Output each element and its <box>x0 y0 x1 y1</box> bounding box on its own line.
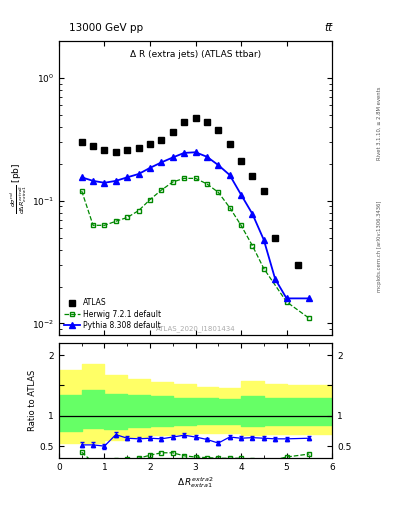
ATLAS <box>239 158 243 164</box>
ATLAS <box>171 130 175 136</box>
Pythia 8.308 default <box>193 149 198 155</box>
Text: mcplots.cern.ch [arXiv:1306.3436]: mcplots.cern.ch [arXiv:1306.3436] <box>377 200 382 291</box>
Herwig 7.2.1 default <box>307 315 312 322</box>
Herwig 7.2.1 default <box>239 222 243 228</box>
Y-axis label: $\frac{d\sigma^{nd}}{d\Delta R_{extra1}^{extra2}}$ [pb]: $\frac{d\sigma^{nd}}{d\Delta R_{extra1}^… <box>9 162 29 214</box>
Legend: ATLAS, Herwig 7.2.1 default, Pythia 8.308 default: ATLAS, Herwig 7.2.1 default, Pythia 8.30… <box>63 297 162 332</box>
Herwig 7.2.1 default <box>159 187 164 193</box>
ATLAS <box>79 139 84 145</box>
ATLAS <box>125 146 130 153</box>
Pythia 8.308 default <box>159 159 164 165</box>
Pythia 8.308 default <box>148 165 152 171</box>
Text: ATLAS_2020_I1801434: ATLAS_2020_I1801434 <box>156 326 235 332</box>
ATLAS <box>296 262 300 268</box>
ATLAS <box>250 173 255 179</box>
ATLAS <box>136 145 141 151</box>
Pythia 8.308 default <box>102 180 107 186</box>
Line: Herwig 7.2.1 default: Herwig 7.2.1 default <box>79 176 312 321</box>
X-axis label: $\Delta\,R^{extra2}_{extra1}$: $\Delta\,R^{extra2}_{extra1}$ <box>177 475 214 490</box>
ATLAS <box>273 234 277 241</box>
Pythia 8.308 default <box>91 178 95 184</box>
Text: 13000 GeV pp: 13000 GeV pp <box>69 23 143 33</box>
ATLAS <box>159 137 164 143</box>
Herwig 7.2.1 default <box>102 222 107 228</box>
Pythia 8.308 default <box>284 295 289 302</box>
Pythia 8.308 default <box>171 155 175 161</box>
ATLAS <box>114 149 118 155</box>
Herwig 7.2.1 default <box>91 222 95 228</box>
Pythia 8.308 default <box>261 237 266 243</box>
Herwig 7.2.1 default <box>125 215 130 221</box>
Y-axis label: Ratio to ATLAS: Ratio to ATLAS <box>28 370 37 431</box>
Text: Δ R (extra jets) (ATLAS ttbar): Δ R (extra jets) (ATLAS ttbar) <box>130 50 261 59</box>
Pythia 8.308 default <box>307 295 312 302</box>
Pythia 8.308 default <box>273 276 277 282</box>
Pythia 8.308 default <box>125 174 130 180</box>
ATLAS <box>102 146 107 153</box>
Herwig 7.2.1 default <box>216 189 220 196</box>
Pythia 8.308 default <box>182 150 187 156</box>
Pythia 8.308 default <box>227 172 232 178</box>
Line: Pythia 8.308 default: Pythia 8.308 default <box>79 150 312 301</box>
Herwig 7.2.1 default <box>250 243 255 249</box>
Text: Rivet 3.1.10, ≥ 2.8M events: Rivet 3.1.10, ≥ 2.8M events <box>377 86 382 160</box>
ATLAS <box>261 188 266 194</box>
ATLAS <box>91 143 95 149</box>
Pythia 8.308 default <box>114 178 118 184</box>
ATLAS <box>193 115 198 121</box>
Herwig 7.2.1 default <box>136 207 141 214</box>
Herwig 7.2.1 default <box>148 197 152 203</box>
Pythia 8.308 default <box>250 211 255 217</box>
Herwig 7.2.1 default <box>261 266 266 272</box>
Herwig 7.2.1 default <box>204 181 209 187</box>
Herwig 7.2.1 default <box>193 175 198 181</box>
ATLAS <box>182 119 187 125</box>
Pythia 8.308 default <box>239 191 243 198</box>
ATLAS <box>148 141 152 147</box>
Pythia 8.308 default <box>79 174 84 180</box>
Herwig 7.2.1 default <box>182 175 187 181</box>
Pythia 8.308 default <box>136 171 141 177</box>
Line: ATLAS: ATLAS <box>79 115 301 268</box>
Herwig 7.2.1 default <box>171 179 175 185</box>
ATLAS <box>227 141 232 147</box>
Herwig 7.2.1 default <box>284 299 289 305</box>
Pythia 8.308 default <box>216 162 220 168</box>
Herwig 7.2.1 default <box>227 204 232 210</box>
Herwig 7.2.1 default <box>79 188 84 194</box>
ATLAS <box>204 119 209 125</box>
Text: tt̅: tt̅ <box>324 23 332 33</box>
Pythia 8.308 default <box>204 154 209 160</box>
Herwig 7.2.1 default <box>114 218 118 224</box>
ATLAS <box>216 126 220 133</box>
